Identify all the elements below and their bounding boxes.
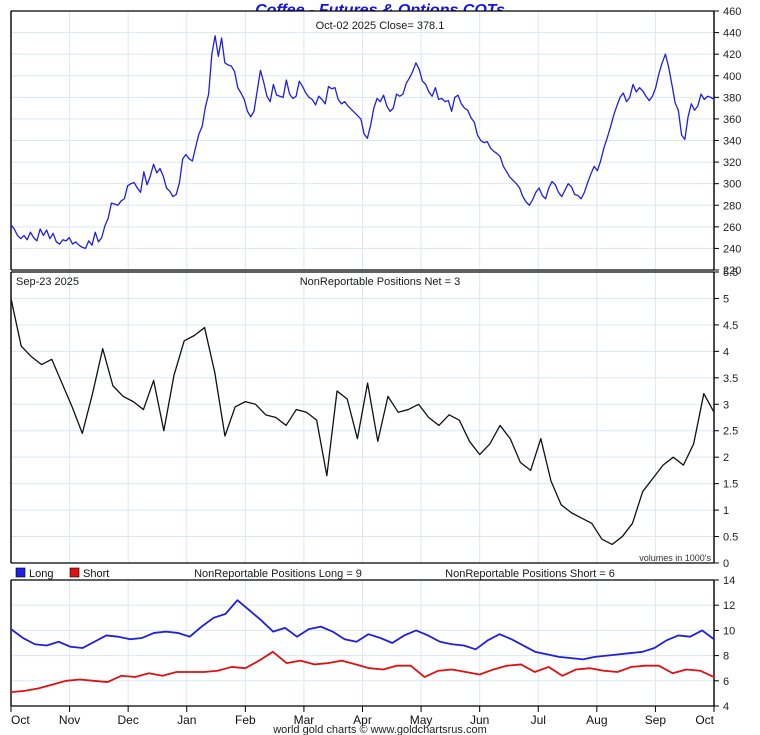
y-axis-label: 4.5 [723,320,738,332]
x-axis-label: Jul [531,713,546,727]
footer-credit: world gold charts © www.goldchartsrus.co… [272,724,487,735]
x-axis-label: Jan [177,713,196,727]
y-axis-label: 4 [723,346,729,358]
y-axis-label: 3 [723,399,729,411]
y-axis-label: 380 [723,92,741,104]
series-line-nonreportable-net [10,297,715,546]
long-position-label: NonReportable Positions Long = 9 [194,568,362,580]
y-axis-label: 460 [723,6,741,18]
series-line-long [10,599,715,661]
x-axis-label: Jun [470,713,489,727]
x-axis: Oct Nov Dec Jan Feb Mar Apr May Jun Jul Aug Sep Oct [10,706,715,727]
y-axis-label: 220 [723,265,741,277]
y-axis-label: 260 [723,222,741,234]
y-axis-label: 420 [723,49,741,61]
y-axis-label: 5 [723,293,729,305]
y-axis-label: 2 [723,452,729,464]
y-axis-label: 360 [723,114,741,126]
series-line-close [10,35,715,250]
y-axis-label: 6 [723,676,729,688]
x-axis-label: Nov [59,713,80,727]
series-line-short [10,650,715,694]
y-axis-label: 5.5 [723,267,738,279]
y-axis-label: 8 [723,651,729,663]
volume-legend: Long Short [15,567,109,580]
y-axis-label: 0 [723,558,729,570]
x-axis-label: Dec [117,713,138,727]
legend-swatch-long [15,567,26,578]
y-axis-label: 400 [723,71,741,83]
y-axis-label: 2.5 [723,426,738,438]
y-axis-label: 1 [723,505,729,517]
y-axis-label: 340 [723,136,741,148]
x-axis-label: Aug [586,713,607,727]
net-date-label: Sep-23 2025 [16,276,79,288]
x-axis-label: Apr [353,713,372,727]
x-axis-label: May [410,713,433,727]
price-quote-label: Oct-02 2025 Close= 378.1 [316,20,445,32]
legend-swatch-short [69,567,80,578]
y-axis-label: 240 [723,243,741,255]
y-axis-label: 440 [723,28,741,40]
x-axis-label: Oct [11,713,30,727]
x-axis-label: Sep [645,713,667,727]
legend-label-short: Short [83,568,109,580]
chart-panel-3: 4 6 8 10 12 14 [10,575,735,713]
y-axis-label: 4 [723,701,729,713]
x-axis-label: Oct [695,713,714,727]
y-axis-label: 1.5 [723,479,738,491]
y-axis-label: 14 [723,575,735,587]
y-axis-label: 10 [723,625,735,637]
short-position-label: NonReportable Positions Short = 6 [445,568,615,580]
y-axis-label: 12 [723,600,735,612]
x-axis-label: Mar [294,713,315,727]
net-position-label: NonReportable Positions Net = 3 [300,276,461,288]
chart-panel-2: 0 0.5 1 1.5 2 2.5 3 3.5 4 4.5 5 5.5 [10,267,738,570]
y-axis-label: 3.5 [723,373,738,385]
y-axis-label: 300 [723,179,741,191]
x-axis-label: Feb [235,713,256,727]
volumes-note-label: volumes in 1000's [639,553,711,563]
y-axis-label: 0.5 [723,532,738,544]
chart-panel-1: 220 240 260 280 300 320 340 360 380 400 420 440 460 [10,6,741,277]
legend-label-long: Long [29,568,53,580]
y-axis-label: 320 [723,157,741,169]
y-axis-label: 280 [723,200,741,212]
